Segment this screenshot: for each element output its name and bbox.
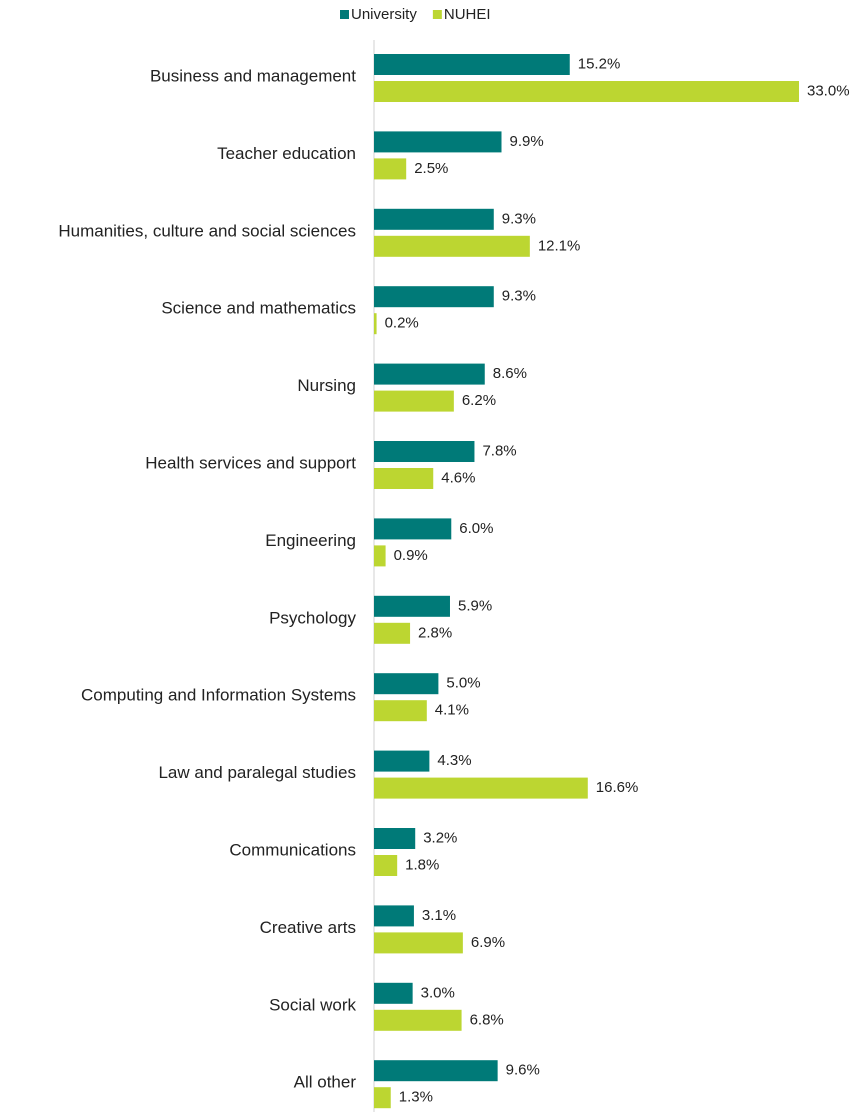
value-label: 5.9% [458, 597, 492, 614]
value-label: 3.1% [422, 907, 456, 924]
bar [374, 208, 494, 230]
value-label: 4.6% [441, 469, 475, 486]
bar [374, 905, 414, 927]
value-label: 4.1% [435, 702, 469, 719]
legend-swatch [432, 10, 442, 19]
bar [374, 468, 434, 489]
value-label: 7.8% [482, 442, 516, 459]
bar [374, 932, 463, 954]
value-label: 9.6% [506, 1062, 540, 1079]
value-label: 1.3% [399, 1089, 433, 1106]
bar [374, 158, 407, 180]
category-label: Law and paralegal studies [158, 763, 356, 782]
bar [374, 286, 494, 308]
category-label: Nursing [297, 376, 356, 395]
category-label: Health services and support [145, 453, 356, 472]
value-label: 33.0% [807, 82, 850, 99]
bar [374, 982, 413, 1004]
bar [374, 545, 386, 567]
value-label: 12.1% [538, 237, 581, 254]
category-label: Engineering [265, 531, 356, 550]
bar [374, 855, 398, 876]
value-label: 0.9% [394, 547, 428, 564]
value-label: 3.0% [421, 984, 455, 1001]
bar [374, 750, 430, 772]
value-label: 1.8% [405, 856, 439, 873]
bar [374, 622, 411, 644]
bar [374, 700, 427, 722]
category-label: Teacher education [217, 144, 356, 163]
bar [374, 235, 530, 257]
bar [374, 518, 452, 540]
category-label: Psychology [269, 608, 356, 627]
value-label: 2.8% [418, 624, 452, 641]
bar [374, 595, 450, 617]
legend-label: NUHEI [444, 6, 491, 23]
bar [374, 390, 454, 412]
legend-label: University [351, 6, 417, 23]
category-label: Business and management [150, 66, 356, 85]
bar [374, 54, 570, 75]
value-label: 15.2% [578, 55, 621, 72]
value-label: 3.2% [423, 829, 457, 846]
category-label: Computing and Information Systems [81, 686, 356, 705]
value-label: 6.2% [462, 392, 496, 409]
category-label: Social work [269, 995, 356, 1014]
value-label: 6.9% [471, 934, 505, 951]
bar [374, 131, 502, 153]
bar [374, 313, 377, 335]
category-label: Science and mathematics [161, 299, 356, 318]
category-label: Creative arts [260, 918, 356, 937]
value-label: 9.9% [510, 133, 544, 150]
bar [374, 828, 416, 849]
bar [374, 81, 799, 102]
bar [374, 673, 439, 695]
value-label: 6.8% [470, 1011, 504, 1028]
bar [374, 777, 588, 799]
category-label: Humanities, culture and social sciences [58, 221, 356, 240]
value-label: 2.5% [414, 160, 448, 177]
value-label: 6.0% [459, 520, 493, 537]
bar [374, 363, 485, 385]
bar [374, 441, 475, 462]
bar [374, 1060, 498, 1082]
value-label: 9.3% [502, 210, 536, 227]
value-label: 9.3% [502, 288, 536, 305]
category-label: All other [294, 1073, 357, 1092]
bar [374, 1087, 391, 1109]
bar [374, 1009, 462, 1031]
value-label: 4.3% [437, 752, 471, 769]
category-label: Communications [229, 840, 356, 859]
value-label: 5.0% [446, 675, 480, 692]
legend-swatch [340, 10, 349, 19]
value-label: 16.6% [596, 779, 639, 796]
value-label: 8.6% [493, 365, 527, 382]
value-label: 0.2% [385, 315, 419, 332]
